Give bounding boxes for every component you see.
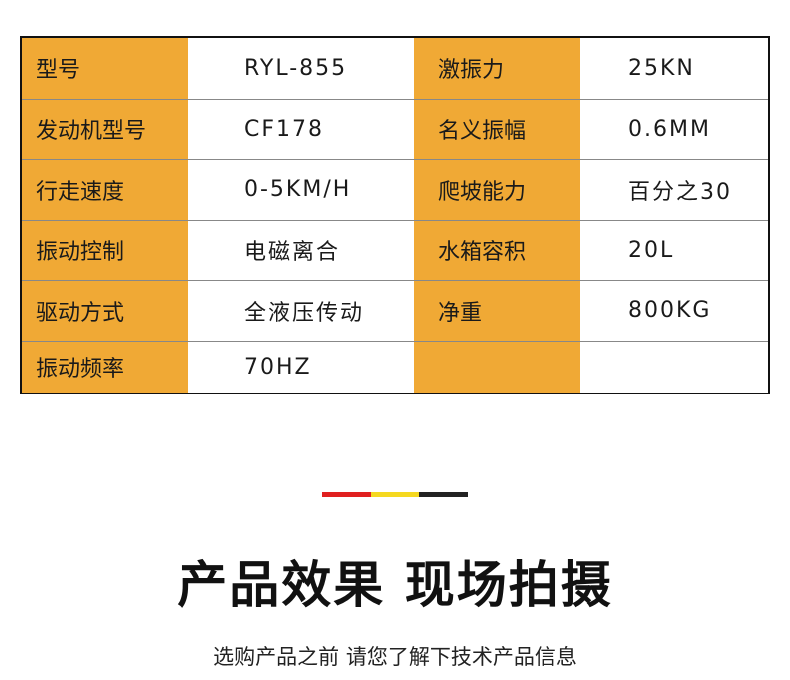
- spec-row: 振动控制 电磁离合 水箱容积 20L: [22, 219, 768, 280]
- spec-label: [414, 341, 580, 393]
- spec-value: [580, 341, 768, 393]
- section-title: 产品效果 现场拍摄: [177, 556, 613, 614]
- spec-value: 电磁离合: [188, 220, 414, 280]
- spec-label: 振动频率: [22, 341, 188, 393]
- spec-label: 激振力: [414, 38, 580, 99]
- spec-label: 发动机型号: [22, 99, 188, 159]
- spec-value: CF178: [188, 99, 414, 159]
- spec-value: 800KG: [580, 281, 768, 341]
- spec-row: 型号 RYL-855 激振力 25KN: [22, 38, 768, 99]
- spec-value: 全液压传动: [188, 281, 414, 341]
- section-subtitle: 选购产品之前 请您了解下技术产品信息: [213, 645, 577, 669]
- spec-label: 型号: [22, 38, 188, 99]
- spec-row: 行走速度 0-5KM/H 爬坡能力 百分之30: [22, 159, 768, 220]
- color-divider: [322, 492, 469, 497]
- spec-value: 20L: [580, 220, 768, 280]
- spec-value: RYL-855: [188, 38, 414, 99]
- spec-label: 行走速度: [22, 160, 188, 220]
- divider-red: [322, 492, 371, 497]
- spec-label: 名义振幅: [414, 99, 580, 159]
- spec-value: 百分之30: [580, 160, 768, 220]
- divider-black: [419, 492, 469, 497]
- spec-label: 爬坡能力: [414, 160, 580, 220]
- spec-label: 净重: [414, 281, 580, 341]
- spec-value: 0.6MM: [580, 99, 768, 159]
- spec-label: 水箱容积: [414, 220, 580, 280]
- spec-value: 70HZ: [188, 341, 414, 393]
- divider-yellow: [370, 492, 420, 497]
- spec-row: 振动频率 70HZ: [22, 340, 768, 393]
- spec-row: 发动机型号 CF178 名义振幅 0.6MM: [22, 98, 768, 159]
- spec-row: 驱动方式 全液压传动 净重 800KG: [22, 280, 768, 341]
- spec-label: 振动控制: [22, 220, 188, 280]
- spec-table: 型号 RYL-855 激振力 25KN 发动机型号 CF178 名义振幅 0.6MM 行走速度 0…: [20, 36, 770, 394]
- spec-value: 25KN: [580, 38, 768, 99]
- spec-value: 0-5KM/H: [188, 160, 414, 220]
- spec-label: 驱动方式: [22, 281, 188, 341]
